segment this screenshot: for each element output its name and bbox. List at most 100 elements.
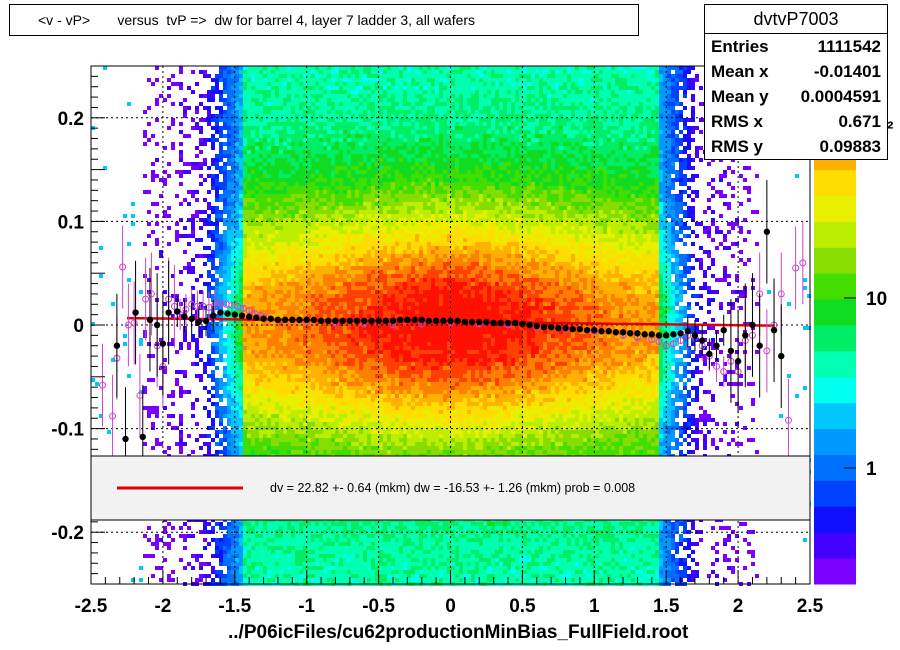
heatmap-cell <box>247 162 251 166</box>
heatmap-cell <box>291 146 295 150</box>
heatmap-cell <box>231 86 235 90</box>
heatmap-cell <box>323 210 327 214</box>
heatmap-cell <box>311 166 315 170</box>
heatmap-cell <box>639 66 643 70</box>
heatmap-cell <box>535 218 539 222</box>
heatmap-cell <box>243 142 247 146</box>
heatmap-cell <box>423 122 427 126</box>
heatmap-cell <box>495 202 499 206</box>
heatmap-cell <box>259 206 263 210</box>
heatmap-cell <box>327 70 331 74</box>
heatmap-cell <box>375 162 379 166</box>
heatmap-cell <box>527 190 531 194</box>
heatmap-cell <box>179 218 183 222</box>
heatmap-cell <box>267 102 271 106</box>
heatmap-cell <box>295 74 299 78</box>
heatmap-cell <box>635 162 639 166</box>
heatmap-cell <box>491 110 495 114</box>
heatmap-cell <box>359 110 363 114</box>
heatmap-cell <box>479 158 483 162</box>
heatmap-cell <box>575 106 579 110</box>
heatmap-cell <box>323 190 327 194</box>
heatmap-cell <box>447 118 451 122</box>
heatmap-cell <box>559 162 563 166</box>
heatmap-cell <box>591 182 595 186</box>
heatmap-cell <box>639 190 643 194</box>
heatmap-cell <box>671 218 675 222</box>
heatmap-cell <box>647 210 651 214</box>
heatmap-cell <box>459 222 463 226</box>
heatmap-cell <box>499 142 503 146</box>
heatmap-cell <box>335 90 339 94</box>
heatmap-cell <box>603 182 607 186</box>
heatmap-cell <box>483 98 487 102</box>
heatmap-cell <box>207 122 211 126</box>
heatmap-cell <box>207 218 211 222</box>
heatmap-cell <box>327 74 331 78</box>
heatmap-cell <box>279 182 283 186</box>
heatmap-cell <box>259 138 263 142</box>
heatmap-cell <box>591 86 595 90</box>
heatmap-cell <box>195 82 199 86</box>
heatmap-cell <box>239 150 243 154</box>
heatmap-cell <box>535 202 539 206</box>
heatmap-cell <box>251 206 255 210</box>
heatmap-cell <box>519 174 523 178</box>
heatmap-cell <box>231 174 235 178</box>
heatmap-cell <box>515 178 519 182</box>
heatmap-cell <box>439 174 443 178</box>
heatmap-cell <box>587 206 591 210</box>
heatmap-cell <box>419 142 423 146</box>
heatmap-cell <box>251 158 255 162</box>
heatmap-cell <box>679 182 683 186</box>
heatmap-cell <box>287 162 291 166</box>
heatmap-cell <box>503 178 507 182</box>
heatmap-cell <box>575 130 579 134</box>
heatmap-cell <box>251 126 255 130</box>
heatmap-cell <box>623 182 627 186</box>
heatmap-cell <box>623 190 627 194</box>
heatmap-cell <box>595 106 599 110</box>
heatmap-cell <box>399 134 403 138</box>
heatmap-cell <box>275 210 279 214</box>
heatmap-cell <box>363 114 367 118</box>
heatmap-cell <box>291 142 295 146</box>
heatmap-cell <box>255 70 259 74</box>
heatmap-cell <box>675 170 679 174</box>
heatmap-cell <box>643 70 647 74</box>
heatmap-cell <box>611 74 615 78</box>
heatmap-cell <box>675 74 679 78</box>
heatmap-cell <box>611 114 615 118</box>
heatmap-cell <box>639 78 643 82</box>
heatmap-cell <box>255 122 259 126</box>
heatmap-cell <box>383 190 387 194</box>
heatmap-cell <box>283 106 287 110</box>
heatmap-cell <box>227 154 231 158</box>
heatmap-cell <box>327 114 331 118</box>
heatmap-cell <box>667 202 671 206</box>
heatmap-cell <box>443 214 447 218</box>
heatmap-cell <box>619 162 623 166</box>
heatmap-cell <box>287 142 291 146</box>
heatmap-cell <box>467 214 471 218</box>
heatmap-cell <box>591 90 595 94</box>
heatmap-cell <box>599 98 603 102</box>
heatmap-cell <box>599 134 603 138</box>
heatmap-cell <box>211 134 215 138</box>
heatmap-cell <box>587 122 591 126</box>
heatmap-cell <box>231 214 235 218</box>
heatmap-cell <box>335 82 339 86</box>
heatmap-cell <box>283 218 287 222</box>
heatmap-cell <box>155 158 159 162</box>
heatmap-cell <box>307 190 311 194</box>
heatmap-cell <box>303 218 307 222</box>
heatmap-cell <box>579 170 583 174</box>
heatmap-cell <box>407 186 411 190</box>
heatmap-cell <box>407 102 411 106</box>
heatmap-cell <box>551 114 555 118</box>
heatmap-cell <box>667 78 671 82</box>
heatmap-cell <box>211 146 215 150</box>
heatmap-cell <box>331 206 335 210</box>
heatmap-cell <box>419 98 423 102</box>
heatmap-cell <box>687 214 691 218</box>
